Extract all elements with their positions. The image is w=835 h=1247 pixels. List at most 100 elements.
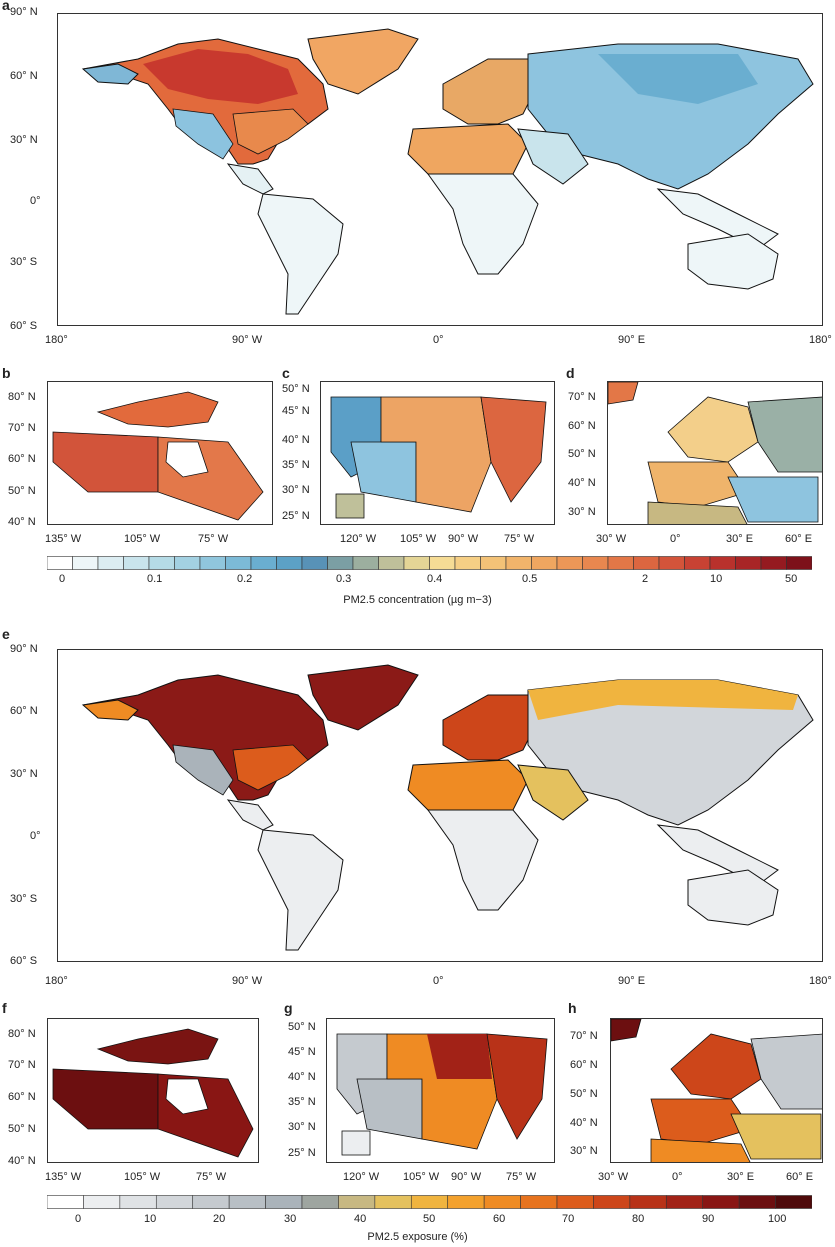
lat-tick: 30° N (10, 768, 38, 780)
lon-tick: 0° (670, 533, 681, 545)
cbar-label: 30 (284, 1213, 297, 1225)
greenland-corner (611, 1019, 642, 1042)
lat-tick: 60° N (8, 453, 36, 465)
africa-north-land (407, 759, 529, 811)
lat-tick: 60° N (10, 705, 38, 717)
colorbar-swatch (228, 1195, 266, 1209)
russia (747, 396, 822, 473)
exposure-colorbar (47, 1195, 812, 1209)
us-east (232, 108, 309, 155)
lon-tick: 75° W (198, 533, 229, 545)
australia-land (687, 869, 779, 926)
map-canada-concentration (47, 381, 273, 525)
colorbar-swatch (72, 556, 99, 570)
alaska-land (81, 63, 139, 85)
cbar-label: 10 (710, 573, 723, 585)
colorbar-swatch (738, 1195, 776, 1209)
lat-tick: 30° N (570, 1145, 598, 1157)
colorbar-swatch (520, 1195, 558, 1209)
colorbar-swatch (556, 1195, 594, 1209)
colorbar-swatch (775, 1195, 812, 1209)
cbar-label: 20 (213, 1213, 226, 1225)
lon-tick: 180° (809, 975, 832, 987)
lat-tick: 50° N (570, 1088, 598, 1100)
colorbar-swatch (119, 1195, 157, 1209)
australia-land (687, 233, 779, 290)
usa-east (480, 396, 547, 503)
colorbar-swatch (265, 1195, 303, 1209)
lon-tick: 30° W (596, 533, 627, 545)
colorbar-swatch (505, 556, 532, 570)
cbar-label: 0.4 (427, 573, 443, 585)
central-america-land (226, 163, 274, 195)
lon-tick: 75° W (506, 1171, 537, 1183)
cbar-label: 0.2 (237, 573, 253, 585)
cbar-label: 70 (562, 1213, 575, 1225)
cbar-label: 80 (632, 1213, 645, 1225)
lat-tick: 60° N (570, 1059, 598, 1071)
colorbar-swatch (155, 1195, 194, 1209)
colorbar-swatch (447, 1195, 485, 1209)
colorbar-swatch (301, 556, 328, 570)
lat-tick: 30° N (288, 1121, 316, 1133)
lat-tick: 70° N (570, 1030, 598, 1042)
colorbar-swatch (684, 556, 711, 570)
lat-tick: 40° N (288, 1071, 316, 1083)
us-east (232, 744, 309, 791)
us-west (172, 108, 234, 160)
colorbar-swatch (665, 1195, 704, 1209)
panel-label-e: e (2, 626, 10, 642)
lat-tick: 60° S (10, 320, 38, 332)
lon-tick: 180° (45, 975, 68, 987)
colorbar-swatch (410, 1195, 449, 1209)
lat-tick: 60° N (568, 420, 596, 432)
lat-tick: 0° (30, 830, 41, 842)
lat-tick: 30° S (10, 893, 38, 905)
map-world-exposure (57, 649, 823, 962)
lon-tick: 90° W (451, 1171, 482, 1183)
lat-tick: 45° N (282, 405, 310, 417)
exposure-colorbar-labels: 0 10 20 30 40 50 60 70 80 90 100 (47, 1213, 812, 1227)
canada-islands (96, 391, 219, 428)
colorbar-swatch (338, 1195, 376, 1209)
lat-tick: 0° (30, 195, 41, 207)
panel-label-g: g (284, 1000, 293, 1016)
south-america-land (257, 829, 344, 951)
panel-label-h: h (568, 1000, 577, 1016)
canada-west (52, 1068, 159, 1130)
russia (750, 1033, 822, 1110)
panel-label-d: d (566, 365, 575, 381)
cbar-label: 60 (493, 1213, 506, 1225)
lat-tick: 35° N (282, 459, 310, 471)
lon-tick: 180° (45, 334, 68, 346)
colorbar-swatch (83, 1195, 121, 1209)
north-africa (647, 501, 748, 524)
colorbar-swatch (760, 556, 787, 570)
map-europe-concentration (607, 381, 823, 525)
lat-tick: 30° N (10, 134, 38, 146)
lat-tick: 60° N (8, 1091, 36, 1103)
panel-label-a: a (2, 0, 10, 13)
lon-tick: 180° (809, 334, 832, 346)
colorbar-swatch (531, 556, 558, 570)
lat-tick: 70° N (8, 422, 36, 434)
colorbar-swatch (582, 556, 609, 570)
cbar-label: 2 (642, 573, 649, 585)
lon-tick: 135° W (45, 1171, 82, 1183)
africa-south-land (427, 173, 539, 275)
concentration-colorbar-caption: PM2.5 concentration (µg m−3) (343, 594, 492, 606)
south-america-land (257, 193, 344, 315)
middle-east-land (517, 764, 589, 821)
europe-land (442, 58, 539, 125)
greenland-land (307, 28, 419, 95)
cbar-label: 0.5 (522, 573, 538, 585)
colorbar-swatch (629, 1195, 667, 1209)
cbar-label: 50 (423, 1213, 436, 1225)
europe-south (650, 1098, 752, 1145)
colorbar-swatch (593, 1195, 631, 1209)
colorbar-swatch (352, 556, 379, 570)
map-world-concentration (57, 13, 823, 326)
colorbar-swatch (429, 556, 456, 570)
cbar-label: 90 (702, 1213, 715, 1225)
middle-east-land (517, 128, 589, 185)
